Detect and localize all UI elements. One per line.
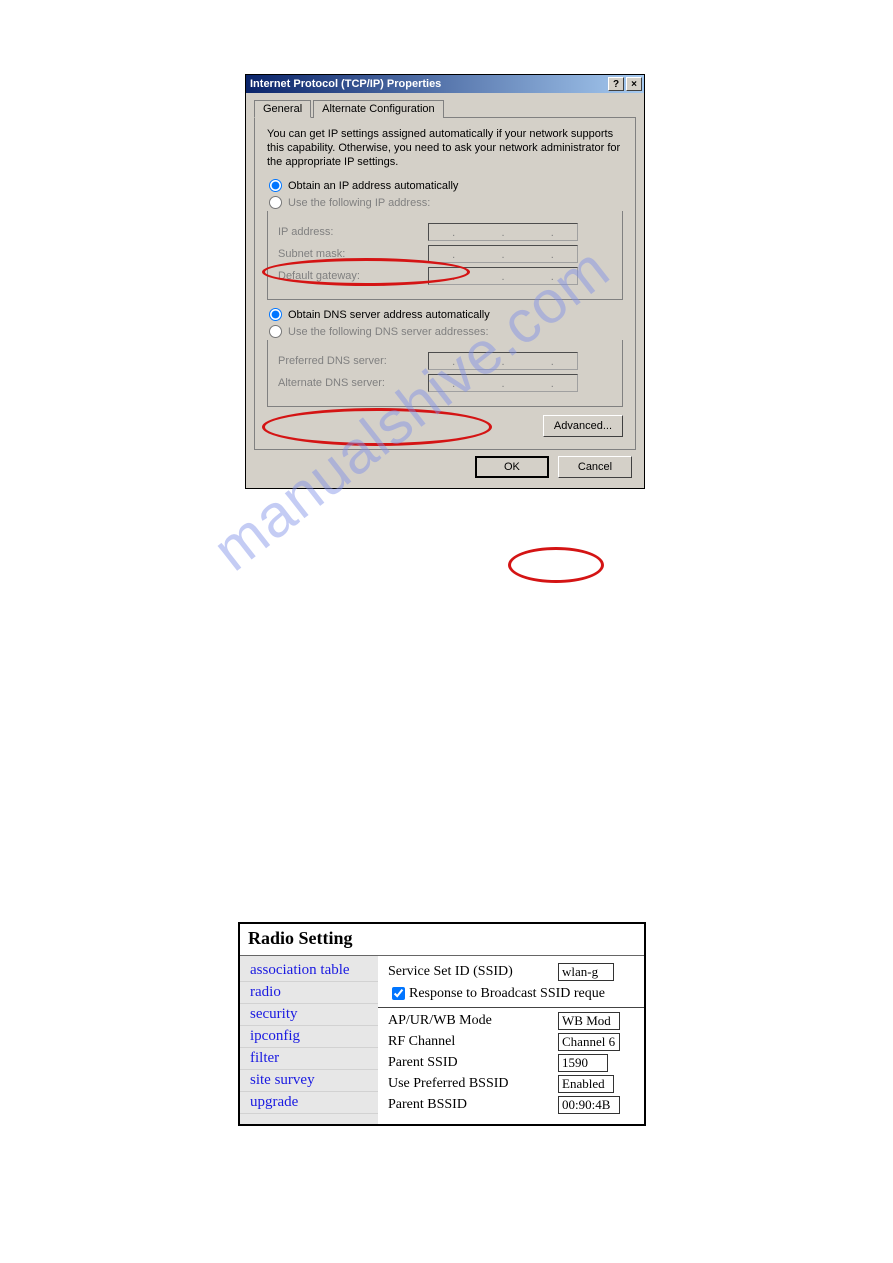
tab-alternate[interactable]: Alternate Configuration [313, 100, 444, 118]
input-ssid[interactable]: wlan-g [558, 963, 614, 981]
sidebar: association table radio security ipconfi… [240, 956, 378, 1124]
radio-dns-auto-label: Obtain DNS server address automatically [288, 309, 490, 321]
select-preferred-bssid[interactable]: Enabled [558, 1075, 614, 1093]
input-dns-preferred[interactable]: ... [428, 352, 578, 370]
label-ip-address: IP address: [278, 226, 428, 238]
close-icon[interactable]: × [626, 77, 642, 91]
ok-button[interactable]: OK [475, 456, 549, 478]
panel-title: Radio Setting [240, 924, 644, 956]
input-ip-address[interactable]: ... [428, 223, 578, 241]
advanced-button[interactable]: Advanced... [543, 415, 623, 437]
intro-text: You can get IP settings assigned automat… [267, 128, 623, 169]
sidebar-item-filter[interactable]: filter [240, 1048, 378, 1070]
radio-ip-auto-label: Obtain an IP address automatically [288, 180, 458, 192]
label-gateway: Default gateway: [278, 270, 428, 282]
radio-setting-panel: Radio Setting association table radio se… [238, 922, 646, 1126]
sidebar-item-radio[interactable]: radio [240, 982, 378, 1004]
cancel-button[interactable]: Cancel [558, 456, 632, 478]
sidebar-item-security[interactable]: security [240, 1004, 378, 1026]
select-mode[interactable]: WB Mod [558, 1012, 620, 1030]
input-subnet[interactable]: ... [428, 245, 578, 263]
label-mode: AP/UR/WB Mode [388, 1013, 558, 1029]
dns-fieldset: Preferred DNS server: ... Alternate DNS … [267, 340, 623, 407]
radio-dns-manual-input[interactable] [269, 325, 282, 338]
label-broadcast-ssid: Response to Broadcast SSID reque [409, 986, 605, 1002]
radio-ip-manual-input[interactable] [269, 196, 282, 209]
label-preferred-bssid: Use Preferred BSSID [388, 1076, 558, 1092]
select-rf-channel[interactable]: Channel 6 [558, 1033, 620, 1051]
checkbox-broadcast-ssid[interactable] [392, 987, 405, 1000]
window-title: Internet Protocol (TCP/IP) Properties [250, 78, 606, 90]
input-gateway[interactable]: ... [428, 267, 578, 285]
tabstrip: General Alternate Configuration [254, 99, 636, 117]
tabpanel-general: You can get IP settings assigned automat… [254, 117, 636, 450]
input-dns-alternate[interactable]: ... [428, 374, 578, 392]
radio-dns-manual-label: Use the following DNS server addresses: [288, 326, 489, 338]
radio-dns-manual[interactable]: Use the following DNS server addresses: [269, 325, 623, 338]
radio-ip-auto[interactable]: Obtain an IP address automatically [269, 179, 623, 192]
sidebar-item-upgrade[interactable]: upgrade [240, 1092, 378, 1114]
titlebar[interactable]: Internet Protocol (TCP/IP) Properties ? … [246, 75, 644, 93]
radio-ip-manual-label: Use the following IP address: [288, 197, 430, 209]
sidebar-item-association-table[interactable]: association table [240, 960, 378, 982]
input-parent-bssid[interactable]: 00:90:4B [558, 1096, 620, 1114]
label-parent-bssid: Parent BSSID [388, 1097, 558, 1113]
label-subnet: Subnet mask: [278, 248, 428, 260]
label-parent-ssid: Parent SSID [388, 1055, 558, 1071]
label-rf-channel: RF Channel [388, 1034, 558, 1050]
sidebar-item-ipconfig[interactable]: ipconfig [240, 1026, 378, 1048]
highlight-ellipse [508, 547, 604, 583]
tcpip-properties-dialog: Internet Protocol (TCP/IP) Properties ? … [245, 74, 645, 489]
main-content: Service Set ID (SSID) wlan-g Response to… [378, 956, 644, 1123]
radio-ip-manual[interactable]: Use the following IP address: [269, 196, 623, 209]
help-icon[interactable]: ? [608, 77, 624, 91]
label-ssid: Service Set ID (SSID) [388, 964, 558, 980]
radio-ip-auto-input[interactable] [269, 179, 282, 192]
label-dns-preferred: Preferred DNS server: [278, 355, 428, 367]
ip-fieldset: IP address: ... Subnet mask: ... Default… [267, 211, 623, 300]
radio-dns-auto-input[interactable] [269, 308, 282, 321]
label-dns-alternate: Alternate DNS server: [278, 377, 428, 389]
radio-dns-auto[interactable]: Obtain DNS server address automatically [269, 308, 623, 321]
sidebar-item-site-survey[interactable]: site survey [240, 1070, 378, 1092]
tab-general[interactable]: General [254, 100, 311, 118]
input-parent-ssid[interactable]: 1590 [558, 1054, 608, 1072]
